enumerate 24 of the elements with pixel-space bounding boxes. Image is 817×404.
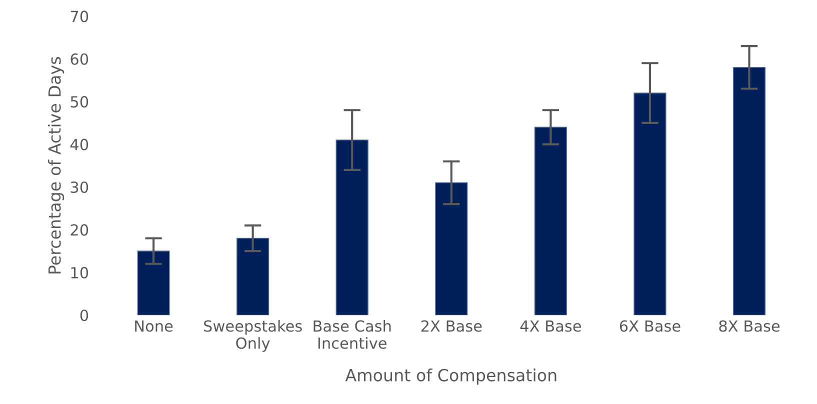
y-tick-label: 10 <box>71 266 88 278</box>
bar <box>732 66 766 316</box>
y-tick-label: 0 <box>80 310 88 322</box>
x-tick-label: 8X Base <box>719 320 780 332</box>
bar <box>336 140 368 316</box>
bar <box>137 250 170 316</box>
bar <box>534 126 567 316</box>
x-tick-label: 4X Base <box>520 320 581 332</box>
y-tick-label: 60 <box>70 53 88 65</box>
bar <box>236 238 270 316</box>
x-tick-label: Sweepstakes Only <box>204 320 302 352</box>
y-axis-title: Percentage of Active Days <box>48 57 64 274</box>
bar <box>435 182 468 316</box>
x-tick-label: None <box>135 320 173 332</box>
x-tick-label: 2X Base <box>421 320 482 332</box>
x-axis-title: Amount of Compensation <box>345 368 556 385</box>
x-tick-label: 6X Base <box>620 320 680 332</box>
y-tick-label: 40 <box>70 138 88 150</box>
x-tick-label: Base Cash Incentive <box>314 320 391 349</box>
y-tick-label: 50 <box>70 96 88 108</box>
y-tick-label: 70 <box>70 10 88 22</box>
y-tick-label: 20 <box>70 224 88 236</box>
bar <box>634 92 666 316</box>
y-tick-label: 30 <box>70 181 88 194</box>
